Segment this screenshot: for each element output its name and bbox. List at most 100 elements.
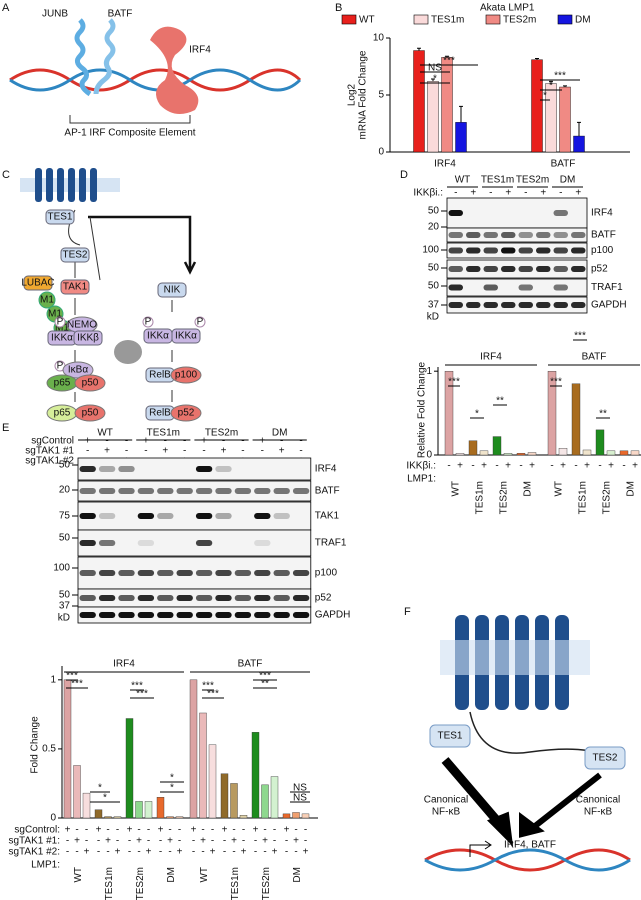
band (176, 595, 193, 601)
sign: - (192, 847, 195, 858)
error-bar (577, 121, 581, 137)
sign: - (147, 825, 150, 836)
band (234, 612, 252, 618)
significance: * (98, 783, 102, 794)
band (137, 513, 155, 519)
membrane (440, 640, 590, 675)
protein-label: p52 (591, 264, 608, 275)
sign: - (524, 188, 527, 199)
group-label: IRF4 (480, 352, 502, 363)
sign: + (575, 188, 581, 199)
node (142, 316, 154, 328)
significance: * (103, 793, 107, 804)
node-label: IκBα (68, 365, 88, 376)
bar (144, 801, 153, 819)
bar (545, 83, 557, 153)
sign: + (529, 461, 535, 472)
node (170, 366, 202, 384)
arrow (519, 772, 602, 838)
sign: - (495, 461, 498, 472)
significance: *** (66, 671, 78, 682)
band (571, 266, 586, 272)
sign: - (273, 836, 276, 847)
marker: 50 (428, 263, 440, 274)
error-bar (459, 105, 463, 123)
sign: - (128, 847, 131, 858)
band (157, 612, 174, 618)
band (215, 570, 232, 576)
arrow (74, 216, 173, 402)
sign: + (222, 825, 228, 836)
lane-group: TES2m (516, 175, 549, 186)
sign: - (168, 847, 171, 858)
significance: *** (71, 679, 83, 690)
protein-label: IRF4 (189, 45, 211, 56)
band (215, 513, 232, 519)
bar (282, 813, 291, 819)
bar (199, 712, 207, 819)
legend-label: WT (359, 15, 375, 26)
band (536, 266, 551, 272)
sign: - (202, 446, 205, 457)
protein-label: JUNB (42, 9, 68, 20)
row-label: LMP1: (31, 860, 60, 871)
node-label: TES1 (47, 212, 72, 223)
condition-label: TES1m (230, 867, 241, 900)
protein-label: BATF (591, 230, 616, 241)
sign: + (127, 825, 133, 836)
protein-label: p52 (315, 593, 332, 604)
row-label: sgTAK1 #1 (25, 446, 74, 457)
band (518, 247, 533, 254)
sign: + (293, 836, 299, 847)
sign: - (125, 446, 128, 457)
sign: - (232, 825, 235, 836)
significance: * (170, 783, 174, 794)
sign: + (85, 436, 91, 447)
sign: - (285, 836, 288, 847)
marker: 50 (59, 590, 71, 601)
sign: + (505, 188, 511, 199)
node (54, 316, 66, 328)
bar (73, 765, 81, 819)
band (215, 595, 232, 601)
bar (292, 812, 300, 819)
node-label: IKKα (147, 331, 169, 342)
band (553, 247, 568, 254)
bar (571, 383, 581, 456)
sign: - (299, 446, 302, 457)
y-tick-label: 0 (378, 147, 384, 158)
row-label: sgTAK1 #2: (8, 847, 60, 858)
significance: ** (599, 409, 607, 420)
box (584, 746, 626, 770)
sign: - (294, 847, 297, 858)
unit: kD (58, 613, 70, 624)
sign: - (232, 847, 235, 858)
marker: 50 (59, 460, 71, 471)
band (292, 570, 310, 576)
sign: - (66, 847, 69, 858)
significance: * (549, 81, 553, 92)
significance: NS (293, 793, 307, 804)
node (171, 328, 201, 344)
bar (301, 813, 310, 819)
significance: *** (131, 681, 143, 692)
band (273, 612, 290, 618)
error-bar (549, 80, 553, 84)
node-label: M1 (55, 323, 69, 334)
arrow (88, 215, 197, 275)
marker: 20 (428, 222, 440, 233)
significance: *** (550, 377, 562, 388)
significance: *** (136, 689, 148, 700)
band (273, 595, 290, 601)
sign: - (86, 446, 89, 457)
significance: ** (261, 679, 269, 690)
node-label: RelB (149, 370, 171, 381)
panel-label: B (335, 2, 342, 14)
marker: 100 (53, 563, 70, 574)
bar (413, 50, 425, 153)
bar (94, 809, 103, 819)
condition-label: TES2m (602, 481, 613, 514)
node (23, 275, 53, 291)
band (448, 266, 463, 272)
lane-group: TES1m (147, 428, 180, 439)
